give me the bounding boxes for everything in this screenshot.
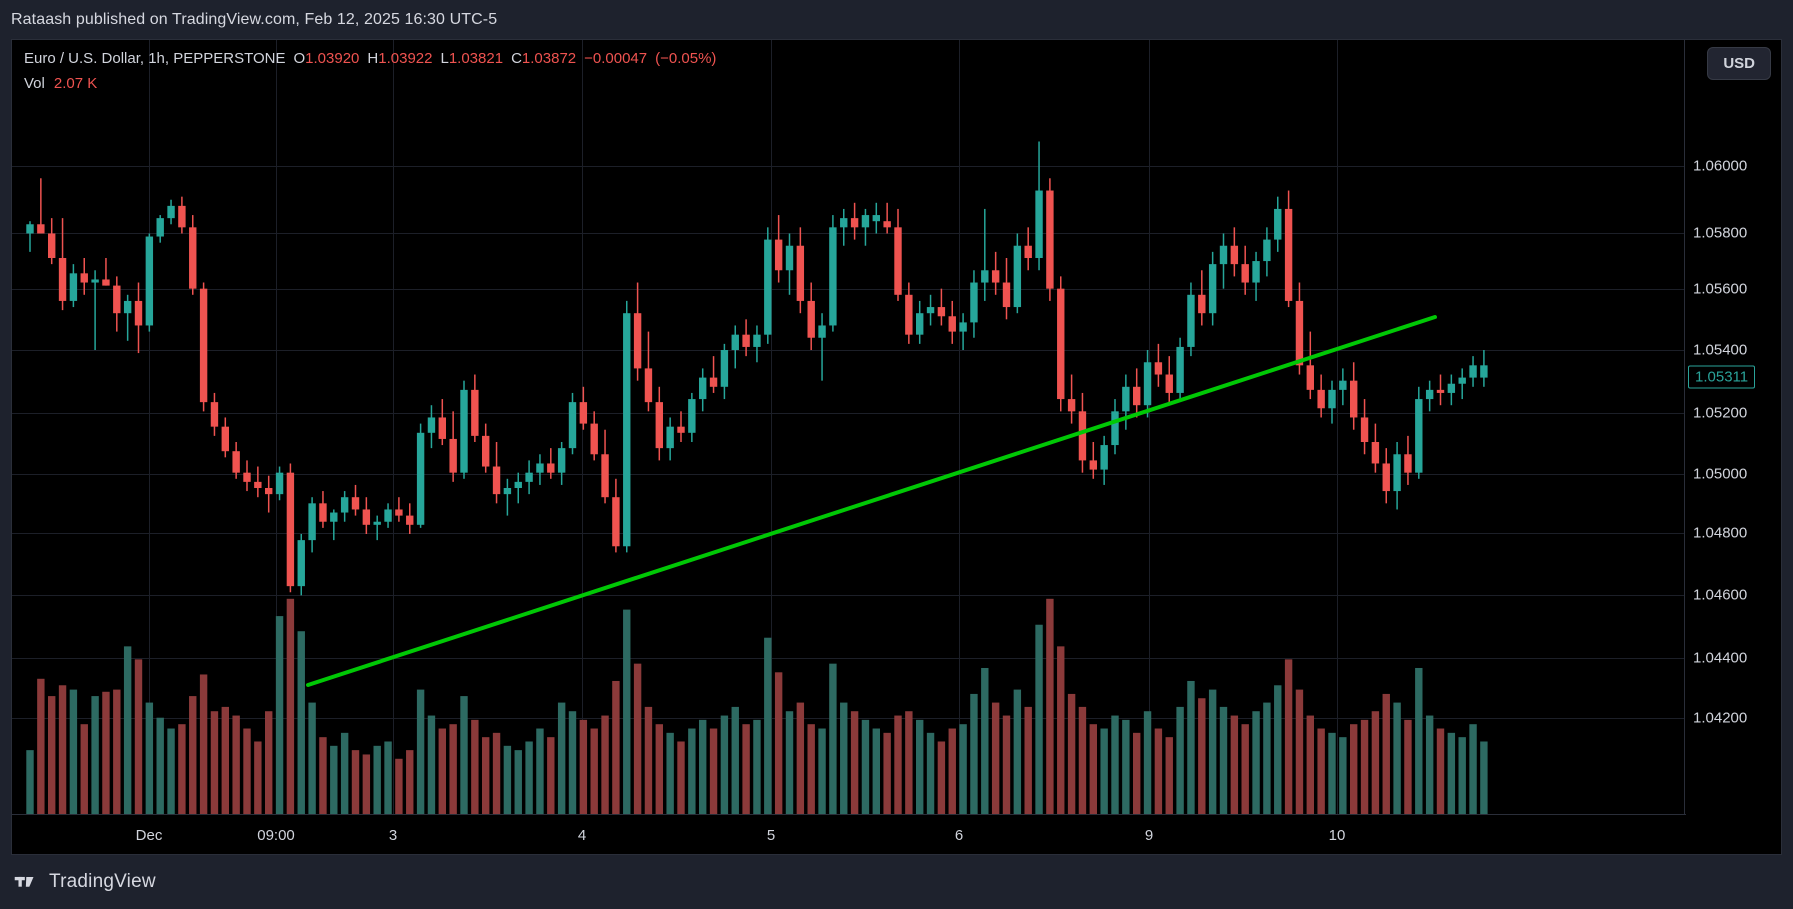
attribution-bar: Rataash published on TradingView.com, Fe… bbox=[0, 0, 1793, 39]
candlestick-series[interactable] bbox=[12, 40, 1686, 815]
currency-badge[interactable]: USD bbox=[1707, 47, 1771, 80]
time-tick: Dec bbox=[135, 827, 163, 844]
legend-open-value: 1.03920 bbox=[305, 50, 360, 67]
legend-volume-value: 2.07 K bbox=[53, 75, 98, 92]
price-scale[interactable]: 1.06000 1.05800 1.05600 1.05400 1.05200 1.050… bbox=[1684, 40, 1781, 854]
price-tick: 1.04600 bbox=[1693, 586, 1748, 604]
price-plot-area[interactable] bbox=[12, 40, 1686, 815]
volume-bars bbox=[26, 598, 1488, 815]
legend-change-absolute: −0.00047 bbox=[584, 50, 648, 67]
price-tick: 1.04400 bbox=[1693, 649, 1748, 667]
attribution-text: Rataash published on TradingView.com, Fe… bbox=[11, 10, 498, 28]
footer-brand-label: TradingView bbox=[49, 871, 156, 892]
current-price-tag[interactable]: 1.05311 bbox=[1688, 365, 1756, 389]
legend-symbol-title[interactable]: Euro / U.S. Dollar, 1h, PEPPERSTONE bbox=[24, 50, 286, 67]
time-tick: 10 bbox=[1328, 827, 1346, 844]
legend-high-label: H bbox=[367, 50, 379, 67]
legend-low-label: L bbox=[440, 50, 449, 67]
time-tick: 3 bbox=[388, 827, 398, 844]
price-tick: 1.04800 bbox=[1693, 524, 1748, 542]
price-tick: 1.04200 bbox=[1693, 709, 1748, 727]
legend-change-percent: (−0.05%) bbox=[655, 50, 717, 67]
legend-close-label: C bbox=[511, 50, 522, 67]
trendline-drawing[interactable] bbox=[12, 40, 1686, 815]
price-tick: 1.05400 bbox=[1693, 341, 1748, 359]
legend-low-value: 1.03821 bbox=[448, 50, 504, 67]
legend-volume-label[interactable]: Vol bbox=[24, 75, 45, 92]
price-tick: 1.05000 bbox=[1693, 465, 1748, 483]
price-tick: 1.06000 bbox=[1693, 157, 1748, 175]
footer-bar: TradingView bbox=[0, 855, 1793, 909]
legend-ohlc-row: Euro / U.S. Dollar, 1h, PEPPERSTONE O 1.0… bbox=[24, 47, 716, 70]
time-tick: 5 bbox=[766, 827, 776, 844]
price-tick: 1.05600 bbox=[1693, 280, 1748, 298]
chart-legend: Euro / U.S. Dollar, 1h, PEPPERSTONE O 1.0… bbox=[24, 47, 716, 95]
tradingview-logo-icon bbox=[14, 876, 34, 887]
price-tick: 1.05200 bbox=[1693, 404, 1748, 422]
legend-volume-row: Vol 2.07 K bbox=[24, 72, 716, 95]
time-scale[interactable]: Dec 09:00 3 4 5 6 9 10 bbox=[12, 814, 1686, 854]
currency-badge-label: USD bbox=[1723, 55, 1755, 72]
price-tick: 1.05800 bbox=[1693, 224, 1748, 242]
time-tick: 6 bbox=[954, 827, 964, 844]
legend-close-value: 1.03872 bbox=[521, 50, 577, 67]
chart-frame[interactable]: Euro / U.S. Dollar, 1h, PEPPERSTONE O 1.0… bbox=[11, 39, 1782, 855]
time-tick: 4 bbox=[577, 827, 587, 844]
time-tick: 09:00 bbox=[257, 827, 295, 844]
time-tick: 9 bbox=[1144, 827, 1154, 844]
legend-open-label: O bbox=[293, 50, 306, 67]
legend-high-value: 1.03922 bbox=[378, 50, 433, 67]
